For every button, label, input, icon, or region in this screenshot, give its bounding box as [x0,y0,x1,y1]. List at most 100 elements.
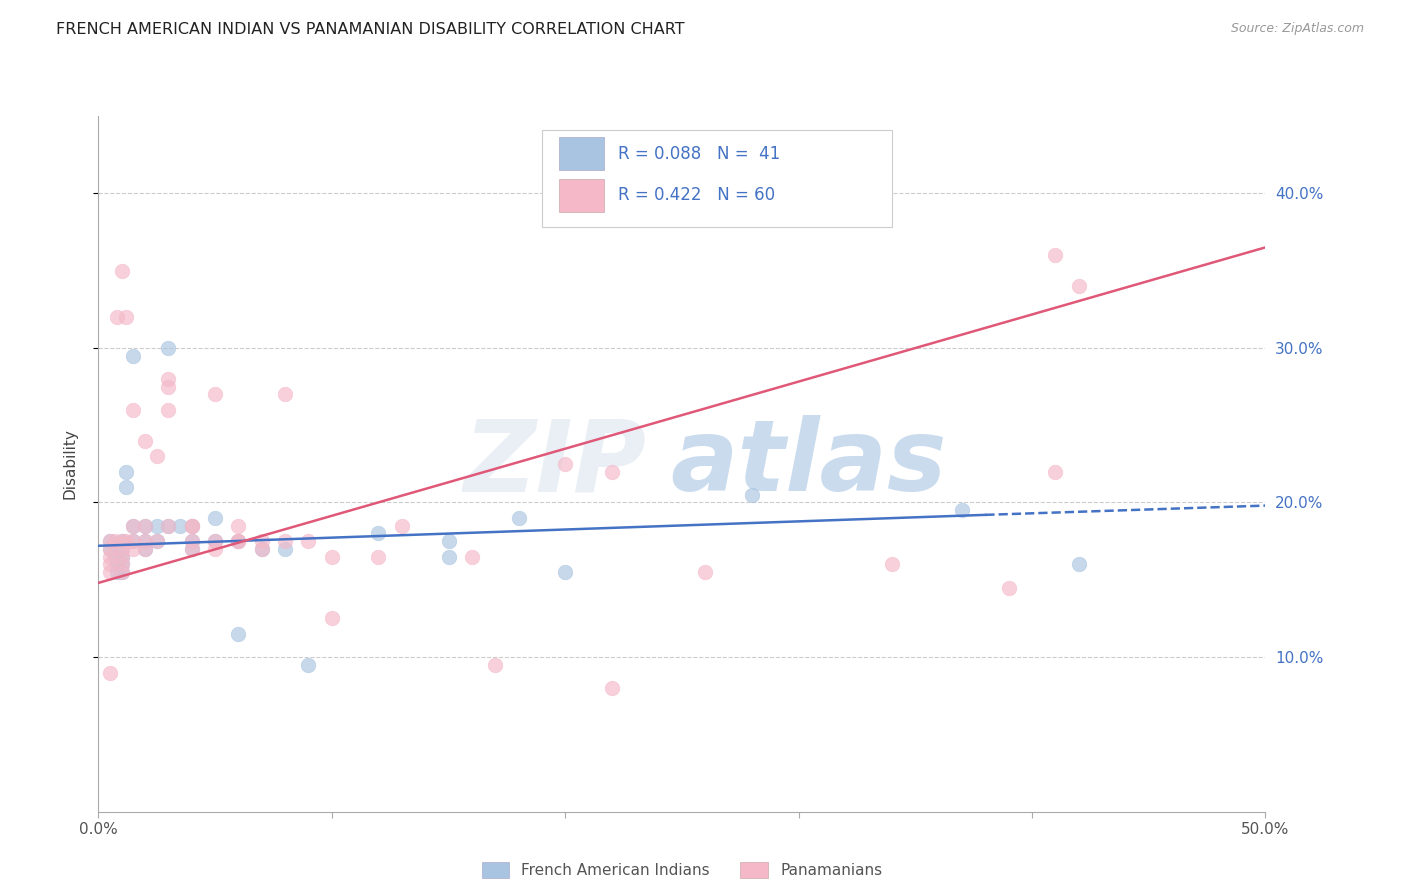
Point [321,549,343,564]
Point [1045,248,1067,262]
Point [437,534,460,549]
Point [228,518,250,533]
Point [274,387,297,401]
Point [391,518,413,533]
Point [508,511,530,525]
Point [321,611,343,625]
Point [122,518,145,533]
Point [157,372,180,386]
Point [105,310,128,324]
Point [180,518,202,533]
Point [997,581,1019,595]
Point [157,402,180,417]
Point [98,549,121,564]
Text: R = 0.422   N = 60: R = 0.422 N = 60 [617,186,775,204]
Point [1067,279,1090,293]
Point [204,387,226,401]
Point [228,534,250,549]
Point [122,534,145,549]
Point [111,549,134,564]
Point [98,558,121,572]
Point [274,534,297,549]
Point [111,541,134,556]
Point [134,518,156,533]
Point [741,488,763,502]
Point [98,541,121,556]
Point [157,518,180,533]
Point [115,534,138,549]
Point [554,565,576,579]
Point [111,263,134,277]
Point [111,541,134,556]
Point [228,534,250,549]
Point [228,627,250,641]
Point [1067,558,1090,572]
Point [250,534,273,549]
Point [600,681,623,695]
Point [98,534,121,549]
Point [111,565,134,579]
Point [122,541,145,556]
Point [950,503,973,517]
Y-axis label: Disability: Disability [63,428,77,500]
Point [180,534,202,549]
Point [134,518,156,533]
Point [204,511,226,525]
Point [122,534,145,549]
Point [157,341,180,355]
Point [104,549,127,564]
Point [297,534,319,549]
Point [111,558,134,572]
Point [134,534,156,549]
FancyBboxPatch shape [541,130,891,227]
Point [180,541,202,556]
Point [105,565,128,579]
Point [204,541,226,556]
Point [461,549,484,564]
Point [105,558,128,572]
Point [367,549,389,564]
Point [250,541,273,556]
Text: Source: ZipAtlas.com: Source: ZipAtlas.com [1230,22,1364,36]
Point [180,518,202,533]
Point [157,379,180,393]
Point [146,534,169,549]
Text: R = 0.088   N =  41: R = 0.088 N = 41 [617,145,780,162]
Point [111,558,134,572]
Point [157,518,180,533]
Point [111,534,134,549]
Point [484,657,506,672]
Point [297,657,319,672]
Point [228,534,250,549]
Legend: French American Indians, Panamanians: French American Indians, Panamanians [475,856,889,884]
Point [204,534,226,549]
Point [134,541,156,556]
Point [180,534,202,549]
Point [98,534,121,549]
Point [437,549,460,564]
Point [122,349,145,363]
Point [122,518,145,533]
Point [111,534,134,549]
Point [180,541,202,556]
Point [134,534,156,549]
Point [104,534,127,549]
Text: FRENCH AMERICAN INDIAN VS PANAMANIAN DISABILITY CORRELATION CHART: FRENCH AMERICAN INDIAN VS PANAMANIAN DIS… [56,22,685,37]
Point [111,565,134,579]
Point [1045,465,1067,479]
Bar [560,136,603,170]
Point [554,457,576,471]
Point [367,526,389,541]
Point [146,518,169,533]
Point [134,434,156,448]
Point [695,565,717,579]
Point [146,449,169,463]
Point [111,549,134,564]
Point [115,310,138,324]
Point [98,565,121,579]
Point [180,518,202,533]
Point [274,541,297,556]
Point [880,558,903,572]
Point [250,541,273,556]
Point [115,480,138,494]
